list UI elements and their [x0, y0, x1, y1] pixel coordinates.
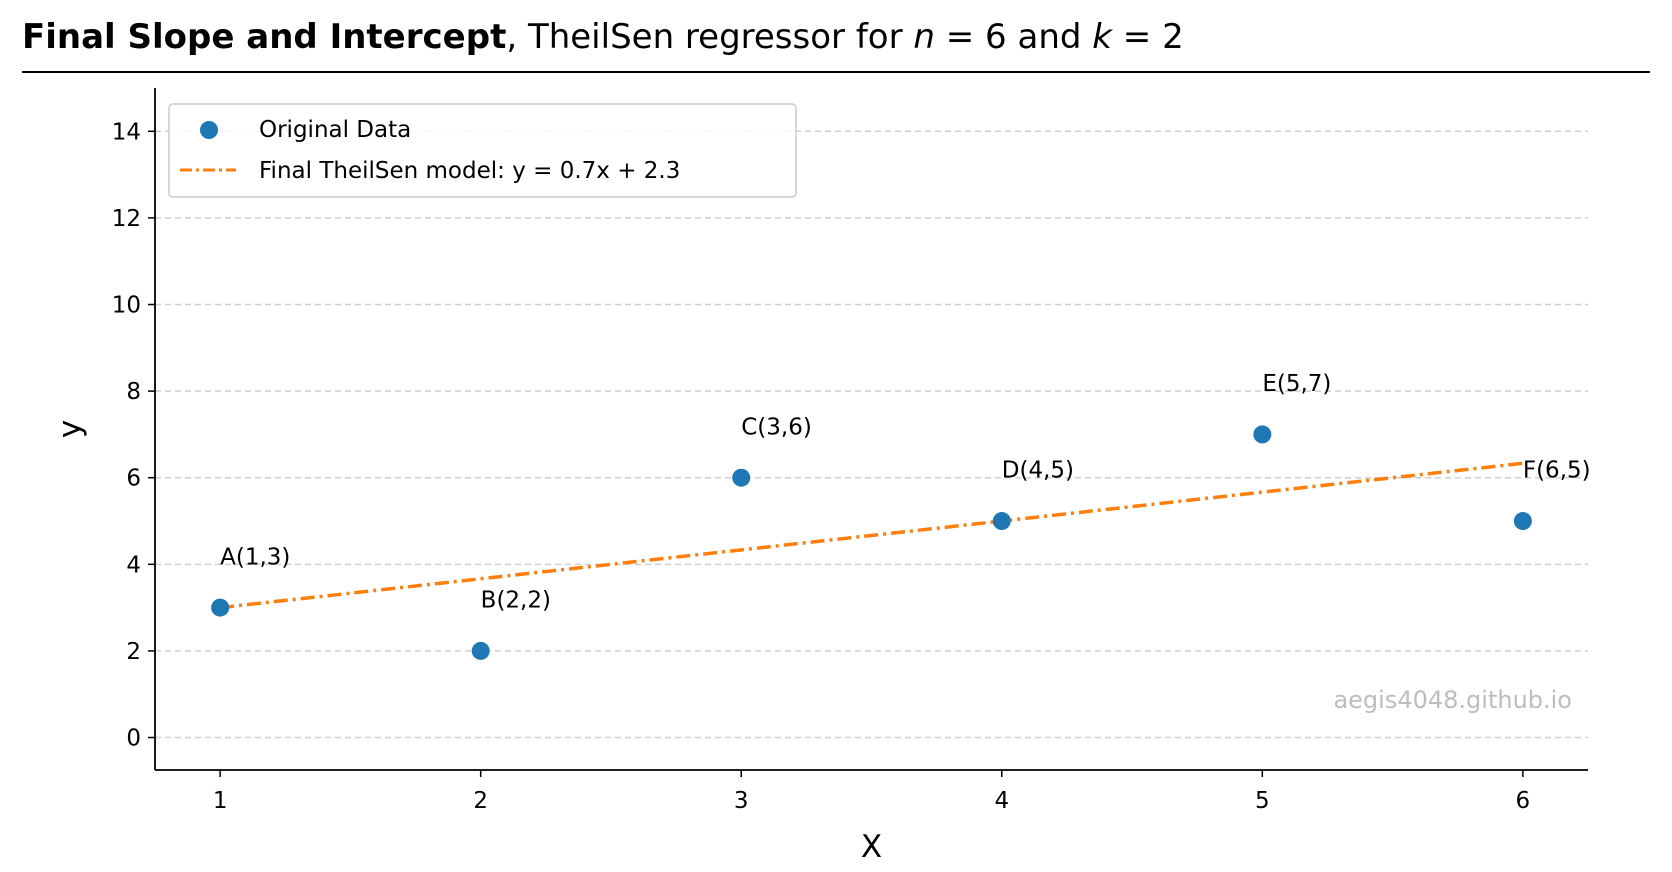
x-axis-label: X — [861, 829, 882, 865]
legend: Original Data Final TheilSen model: y = … — [168, 103, 797, 198]
grid-layer — [155, 130, 1588, 739]
data-point-a — [211, 598, 230, 617]
x-tick-label-2: 2 — [473, 788, 488, 814]
chart-title-k-expr: = 2 — [1112, 17, 1184, 57]
data-point-c — [732, 468, 751, 487]
data-point-f — [1513, 512, 1532, 531]
chart-title: Final Slope and Intercept, TheilSen regr… — [22, 17, 1184, 57]
legend-entry-theilsen-model: Final TheilSen model: y = 0.7x + 2.3 — [259, 158, 680, 184]
x-tick-label-6: 6 — [1516, 788, 1531, 814]
chart-title-n: n — [913, 17, 935, 57]
y-tick-label-2: 2 — [126, 639, 141, 665]
chart-title-k: k — [1092, 17, 1113, 57]
data-point-d — [992, 512, 1011, 531]
y-tick-label-10: 10 — [112, 293, 141, 319]
chart-title-n-expr: = 6 and — [935, 17, 1092, 57]
data-point-e — [1253, 425, 1272, 444]
points-layer — [211, 425, 1532, 660]
y-tick-label-8: 8 — [126, 379, 141, 405]
legend-entry-original-data: Original Data — [259, 117, 411, 143]
watermark-text: aegis4048.github.io — [1333, 686, 1572, 714]
x-tick-label-5: 5 — [1255, 788, 1270, 814]
x-tick-label-1: 1 — [213, 788, 228, 814]
x-tick-label-3: 3 — [734, 788, 749, 814]
legend-box — [168, 103, 797, 198]
data-point-b — [471, 641, 490, 660]
y-axis-label: y — [52, 420, 88, 438]
chart-title-prefix: , TheilSen regressor for — [506, 17, 913, 57]
point-label-e: E(5,7) — [1262, 371, 1331, 397]
point-label-a: A(1,3) — [220, 544, 290, 570]
point-label-d: D(4,5) — [1002, 458, 1074, 484]
point-label-b: B(2,2) — [481, 588, 551, 614]
chart-title-bold: Final Slope and Intercept — [22, 17, 506, 57]
y-tick-label-4: 4 — [126, 552, 141, 578]
point-label-c: C(3,6) — [741, 414, 812, 440]
x-tick-label-4: 4 — [994, 788, 1009, 814]
y-tick-label-14: 14 — [112, 119, 141, 145]
y-tick-label-6: 6 — [126, 466, 141, 492]
theilsen-fit-line — [219, 461, 1524, 610]
fit-line-layer — [219, 461, 1524, 610]
y-tick-label-0: 0 — [126, 726, 141, 752]
point-labels-layer: A(1,3) B(2,2) C(3,6) D(4,5) E(5,7) F(6,5) — [220, 371, 1590, 614]
y-tick-label-12: 12 — [112, 206, 141, 232]
point-label-f: F(6,5) — [1523, 458, 1591, 484]
legend-scatter-marker — [200, 121, 218, 139]
